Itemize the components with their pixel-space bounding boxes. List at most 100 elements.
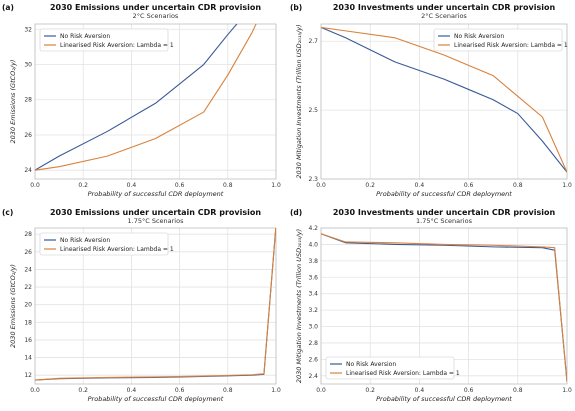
y-tick-label: 24 xyxy=(24,266,32,273)
chart-subtitle: 1.75°C Scenarios xyxy=(416,217,473,225)
legend-label: No Risk Aversion xyxy=(60,237,110,244)
y-tick-label: 16 xyxy=(24,337,32,344)
x-tick-label: 0.4 xyxy=(127,387,137,394)
x-tick-label: 0.2 xyxy=(365,387,375,394)
legend: No Risk Aversion Linearised Risk Aversion… xyxy=(39,232,174,256)
plot-frame xyxy=(34,23,277,180)
y-axis-label: 2030 Mitigation Investments (Trillion US… xyxy=(295,24,303,178)
y-tick-label: 2.5 xyxy=(308,107,318,114)
y-tick-label: 26 xyxy=(24,249,32,256)
y-tick-label: 3.0 xyxy=(308,324,318,331)
y-tick-label: 28 xyxy=(24,231,32,238)
x-tick-label: 0.4 xyxy=(415,387,425,394)
y-tick-label: 2.3 xyxy=(308,176,318,183)
legend-box xyxy=(325,356,455,380)
y-tick-label: 4.2 xyxy=(308,225,318,232)
legend-label: Linearised Risk Aversion: Lambda = 1 xyxy=(454,42,568,49)
x-tick-label: 0.2 xyxy=(78,387,88,394)
x-tick-label: 0.8 xyxy=(223,387,233,394)
legend: No Risk Aversion Linearised Risk Aversion… xyxy=(325,356,460,380)
y-tick-label: 32 xyxy=(24,26,32,33)
chart-title: 2030 Investments under uncertain CDR pro… xyxy=(333,208,556,217)
panel-label: (b) xyxy=(290,3,302,12)
x-tick-label: 1.0 xyxy=(562,387,572,394)
x-tick-label: 0.8 xyxy=(513,387,523,394)
series-group xyxy=(321,233,567,382)
legend: No Risk Aversion Linearised Risk Aversion… xyxy=(433,28,568,52)
y-tick-label: 4.0 xyxy=(308,241,318,248)
y-tick-label: 24 xyxy=(24,167,32,174)
legend-label: No Risk Aversion xyxy=(454,33,504,40)
chart-subtitle: 2°C Scenarios xyxy=(421,12,467,20)
y-tick-label: 3.8 xyxy=(308,258,318,265)
x-tick-label: 0.8 xyxy=(223,182,233,189)
y-tick-label: 28 xyxy=(24,97,32,104)
y-tick-label: 26 xyxy=(24,132,32,139)
series-group xyxy=(35,228,276,381)
x-tick-label: 0.6 xyxy=(464,387,474,394)
y-tick-label: 3.6 xyxy=(308,274,318,281)
legend: No Risk Aversion Linearised Risk Aversion… xyxy=(39,28,174,52)
y-tick-label: 18 xyxy=(24,319,32,326)
x-axis-label: Probability of successful CDR deployment xyxy=(376,395,512,403)
legend-label: Linearised Risk Aversion: Lambda = 1 xyxy=(60,42,174,49)
x-tick-label: 1.0 xyxy=(562,182,572,189)
x-tick-label: 0.6 xyxy=(175,182,185,189)
y-tick-label: 2.7 xyxy=(308,38,318,45)
legend-label: No Risk Aversion xyxy=(60,33,110,40)
series-group xyxy=(321,26,567,173)
chart-subtitle: 1.75°C Scenarios xyxy=(128,217,185,225)
chart-subtitle: 2°C Scenarios xyxy=(133,12,179,20)
series-group xyxy=(35,24,257,171)
y-axis-label: 2030 Emissions (GtCO₂/y) xyxy=(9,264,17,348)
chart-title: 2030 Emissions under uncertain CDR provi… xyxy=(50,208,261,217)
y-axis-label: 2030 Mitigation Investments (Trillion US… xyxy=(295,229,303,383)
x-tick-label: 0.0 xyxy=(316,387,326,394)
legend-box xyxy=(39,232,169,256)
plot-frame xyxy=(34,227,277,385)
x-tick-label: 0.0 xyxy=(30,387,40,394)
plot-frame xyxy=(320,227,568,385)
x-tick-label: 0.8 xyxy=(513,182,523,189)
x-tick-label: 0.2 xyxy=(78,182,88,189)
y-tick-label: 20 xyxy=(24,302,32,309)
legend-label: Linearised Risk Aversion: Lambda = 1 xyxy=(346,370,460,377)
y-axis-label: 2030 Emissions (GtCO₂/y) xyxy=(9,60,17,144)
series-line-linearised-risk-aversion xyxy=(35,24,257,171)
y-tick-label: 2.6 xyxy=(308,356,318,363)
series-line-linearised-risk-aversion xyxy=(35,228,276,381)
panel-label: (a) xyxy=(2,3,14,12)
x-axis-label: Probability of successful CDR deployment xyxy=(376,190,512,198)
y-tick-label: 2.8 xyxy=(308,340,318,347)
x-tick-label: 0.6 xyxy=(175,387,185,394)
x-tick-label: 1.0 xyxy=(271,182,281,189)
legend-box xyxy=(433,28,563,52)
x-axis-label: Probability of successful CDR deployment xyxy=(88,190,224,198)
x-tick-label: 0.0 xyxy=(30,182,40,189)
panel-label: (c) xyxy=(2,208,13,217)
y-tick-label: 30 xyxy=(24,62,32,69)
y-tick-label: 3.4 xyxy=(308,291,318,298)
y-tick-label: 22 xyxy=(24,284,32,291)
x-tick-label: 0.4 xyxy=(127,182,137,189)
chart-title: 2030 Investments under uncertain CDR pro… xyxy=(333,3,556,12)
legend-label: No Risk Aversion xyxy=(346,361,396,368)
chart-panel: (a) 2030 Emissions under uncertain CDR pr… xyxy=(2,3,281,198)
x-tick-label: 0.4 xyxy=(415,182,425,189)
chart-panel: (b) 2030 Investments under uncertain CDR … xyxy=(290,3,572,198)
series-line-no-risk-aversion xyxy=(35,24,238,171)
series-line-no-risk-aversion xyxy=(321,233,567,382)
legend-label: Linearised Risk Aversion: Lambda = 1 xyxy=(60,246,174,253)
panel-label: (d) xyxy=(290,208,302,217)
x-tick-label: 1.0 xyxy=(271,387,281,394)
series-line-linearised-risk-aversion xyxy=(321,26,567,173)
series-line-no-risk-aversion xyxy=(321,26,567,173)
x-tick-label: 0.6 xyxy=(464,182,474,189)
y-tick-label: 3.2 xyxy=(308,307,318,314)
y-tick-label: 14 xyxy=(24,355,32,362)
x-axis-label: Probability of successful CDR deployment xyxy=(88,395,224,403)
chart-panel: (d) 2030 Investments under uncertain CDR … xyxy=(290,208,572,403)
y-tick-label: 12 xyxy=(24,372,32,379)
series-line-linearised-risk-aversion xyxy=(321,233,567,382)
